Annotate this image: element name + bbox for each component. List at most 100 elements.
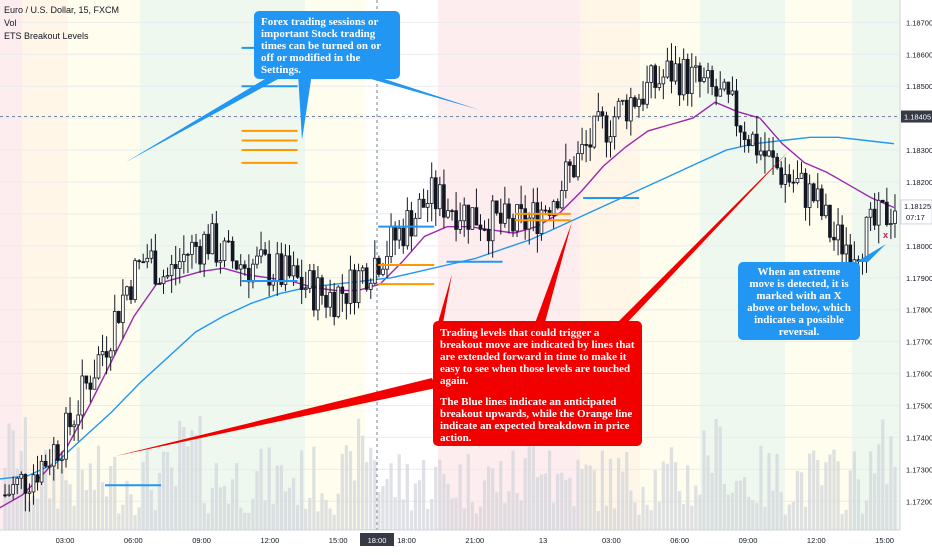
volume-bar-75 xyxy=(308,497,312,530)
candle-body-216 xyxy=(880,199,885,203)
volume-bar-217 xyxy=(885,483,889,530)
volume-bar-87 xyxy=(356,418,361,530)
volume-bar-112 xyxy=(458,464,462,530)
volume-bar-52 xyxy=(214,463,218,530)
candle-body-151 xyxy=(616,100,621,118)
volume-bar-139 xyxy=(568,477,572,530)
volume-bar-195 xyxy=(795,471,800,530)
candle-body-18 xyxy=(76,414,80,426)
candle-body-42 xyxy=(173,264,178,269)
candle-body-192 xyxy=(783,174,788,185)
candle-body-81 xyxy=(332,291,337,318)
candle-body-213 xyxy=(868,208,873,218)
volume-bar-196 xyxy=(799,472,804,530)
candle-body-4 xyxy=(19,473,24,479)
volume-bar-67 xyxy=(275,465,279,530)
volume-bar-212 xyxy=(864,500,869,530)
candle-body-154 xyxy=(629,97,633,122)
volume-bar-53 xyxy=(218,487,223,530)
candle-body-21 xyxy=(88,382,93,390)
volume-bar-184 xyxy=(751,500,755,530)
volume-bar-16 xyxy=(68,484,72,530)
volume-bar-15 xyxy=(64,480,68,530)
candle-body-161 xyxy=(657,83,662,88)
candle-body-44 xyxy=(182,253,186,262)
price-tick-label-1: 1.17200 xyxy=(906,497,932,506)
volume-bar-110 xyxy=(450,498,454,530)
volume-bar-55 xyxy=(226,503,231,530)
candle-body-24 xyxy=(100,351,105,356)
candle-body-219 xyxy=(893,210,897,224)
volume-bar-8 xyxy=(35,498,40,530)
candle-body-99 xyxy=(405,210,410,247)
volume-bar-32 xyxy=(133,514,137,530)
reversal-callout: When an extreme move is detected, it is … xyxy=(738,262,860,340)
time-tick-label-2: 09:00 xyxy=(192,536,211,545)
volume-bar-128 xyxy=(523,457,527,530)
volume-bar-7 xyxy=(31,495,36,530)
candle-body-171 xyxy=(698,65,702,82)
volume-bar-207 xyxy=(844,509,848,530)
volume-bar-165 xyxy=(673,462,678,530)
time-tick-label-5: 18:00 xyxy=(397,536,416,545)
candle-body-88 xyxy=(360,267,365,272)
candle-body-52 xyxy=(214,223,219,263)
candle-body-48 xyxy=(198,246,202,265)
volume-bar-141 xyxy=(576,459,580,530)
sessions-pointer-1 xyxy=(126,73,289,162)
candle-body-145 xyxy=(592,115,597,148)
candle-body-97 xyxy=(397,227,402,241)
volume-bar-205 xyxy=(836,461,840,530)
volume-bar-134 xyxy=(547,450,552,530)
volume-bar-106 xyxy=(434,466,438,530)
volume-bar-153 xyxy=(625,451,629,530)
levels-callout-para-2: The Blue lines indicate an anticipated b… xyxy=(440,396,633,444)
volume-bar-85 xyxy=(348,451,353,530)
volume-bar-12 xyxy=(52,469,56,530)
candle-body-147 xyxy=(600,111,605,117)
volume-bar-51 xyxy=(210,487,214,530)
volume-bar-119 xyxy=(486,466,491,530)
crosshair-time-tag xyxy=(360,533,394,546)
candle-body-162 xyxy=(661,76,666,85)
volume-bar-182 xyxy=(742,476,747,530)
candle-body-16 xyxy=(68,412,72,428)
volume-bar-13 xyxy=(56,508,60,530)
volume-bar-64 xyxy=(263,500,267,530)
candle-body-182 xyxy=(742,131,747,141)
time-tick-label-3: 12:00 xyxy=(261,536,280,545)
volume-bar-76 xyxy=(312,446,316,530)
candle-body-28 xyxy=(116,311,121,323)
volume-bar-92 xyxy=(377,491,381,530)
candle-body-30 xyxy=(125,286,129,296)
candle-body-114 xyxy=(466,204,471,230)
candle-body-175 xyxy=(714,86,718,97)
volume-bar-117 xyxy=(478,506,483,530)
reversal-callout-text: When an extreme move is detected, it is … xyxy=(747,266,851,338)
candle-body-108 xyxy=(442,184,446,218)
time-tick-label-6: 21:00 xyxy=(465,536,484,545)
candle-body-0 xyxy=(3,494,7,497)
candle-body-96 xyxy=(393,225,397,241)
candle-body-75 xyxy=(307,270,312,289)
crosshair-price-label: 1.18405 xyxy=(904,113,931,122)
time-tick-label-7: 13 xyxy=(539,536,547,545)
volume-bar-101 xyxy=(413,483,418,530)
candle-body-136 xyxy=(555,201,560,209)
volume-bar-144 xyxy=(588,465,592,530)
volume-bar-145 xyxy=(592,470,596,530)
candle-body-143 xyxy=(584,144,588,146)
candle-body-84 xyxy=(344,293,349,304)
candle-body-150 xyxy=(612,116,617,137)
price-axis[interactable]: 1.171001.172001.173001.174001.175001.176… xyxy=(899,0,932,538)
volume-bar-179 xyxy=(730,492,735,530)
candle-body-191 xyxy=(779,167,784,185)
candle-body-130 xyxy=(531,202,536,219)
price-tick-label-6: 1.17700 xyxy=(906,338,932,347)
volume-bar-30 xyxy=(125,480,129,530)
time-axis[interactable]: 03:00 06:00 09:00 12:00 15:00 18:00 21:00 13 03:… xyxy=(0,529,932,550)
candle-body-78 xyxy=(320,277,324,296)
volume-bar-149 xyxy=(608,458,613,530)
price-tick-label-11: 1.18200 xyxy=(906,178,932,187)
